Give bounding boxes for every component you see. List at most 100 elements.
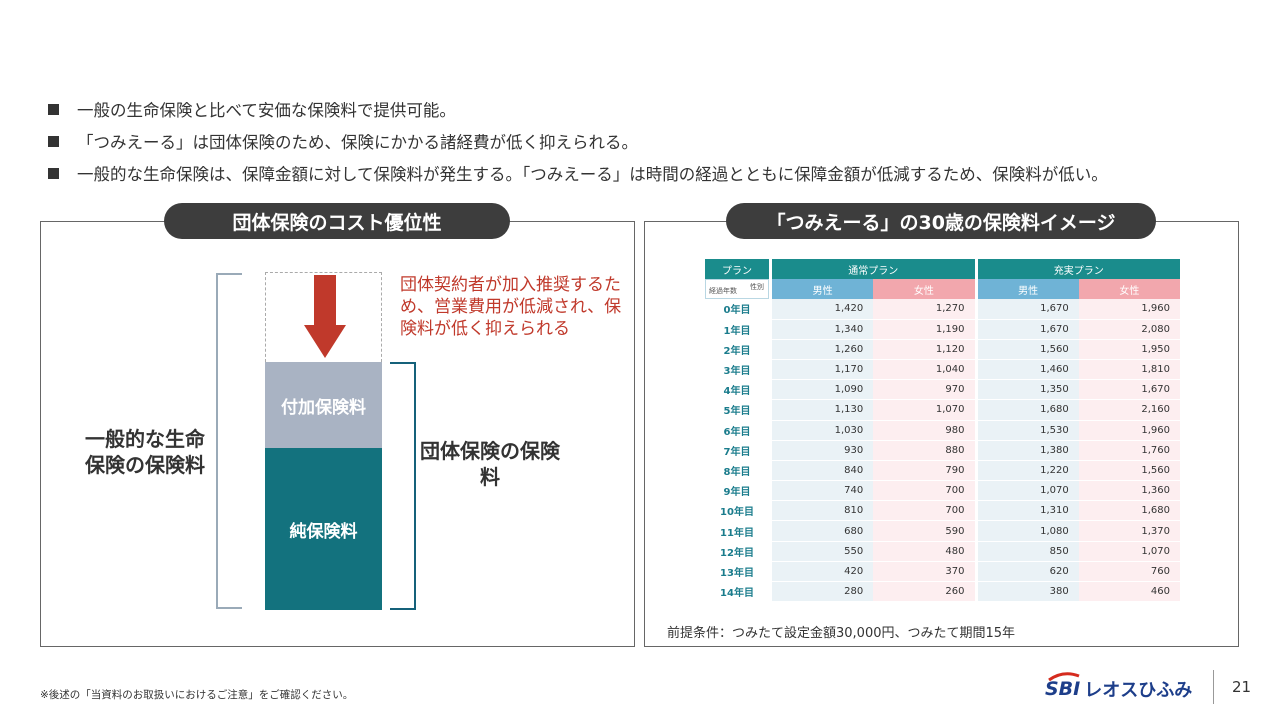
premium-cell: 1,340 xyxy=(772,319,874,340)
year-cell: 1年目 xyxy=(705,319,769,340)
column-gap xyxy=(769,501,772,522)
table-row: 10年目 810 700 1,310 1,680 xyxy=(705,501,1180,522)
company-logo: SBI レオスひふみ xyxy=(1045,672,1193,702)
premium-cell: 280 xyxy=(772,582,874,603)
premium-cell: 420 xyxy=(772,561,874,582)
column-gap xyxy=(769,319,772,340)
column-gap xyxy=(769,359,772,381)
premium-cell: 1,190 xyxy=(873,319,975,340)
column-gap xyxy=(974,501,978,522)
year-cell: 10年目 xyxy=(705,501,769,522)
premium-cell: 1,260 xyxy=(772,339,874,360)
table-row: 12年目 550 480 850 1,070 xyxy=(705,541,1180,562)
square-bullet-icon xyxy=(48,135,59,147)
premium-cell: 700 xyxy=(873,501,975,522)
premium-cell: 1,090 xyxy=(772,380,874,401)
premium-cell: 1,380 xyxy=(977,440,1079,461)
premium-cell: 550 xyxy=(772,541,874,562)
premium-cell: 930 xyxy=(772,440,874,461)
premium-cell: 740 xyxy=(772,481,874,502)
group-premium-bracket xyxy=(390,362,416,610)
column-gap xyxy=(769,582,772,603)
additional-premium-segment: 付加保険料 xyxy=(265,362,382,448)
premium-cell: 1,960 xyxy=(1078,420,1180,441)
column-gap xyxy=(769,339,772,360)
column-gap xyxy=(974,440,978,461)
premium-cell: 790 xyxy=(873,460,975,482)
cost-advantage-title: 団体保険のコスト優位性 xyxy=(164,203,510,239)
premium-cell: 760 xyxy=(1078,561,1180,582)
sex-header: 男性 xyxy=(772,279,874,300)
year-cell: 6年目 xyxy=(705,420,769,441)
year-cell: 12年目 xyxy=(705,541,769,562)
premium-cell: 590 xyxy=(873,521,975,542)
premium-cell: 1,360 xyxy=(1078,481,1180,502)
column-gap xyxy=(974,359,978,381)
year-cell: 3年目 xyxy=(705,359,769,381)
premium-cell: 1,670 xyxy=(1078,380,1180,401)
table-row: 3年目 1,170 1,040 1,460 1,810 xyxy=(705,359,1180,381)
premium-cell: 480 xyxy=(873,541,975,562)
premium-cell: 1,120 xyxy=(873,339,975,360)
premium-cell: 1,030 xyxy=(772,420,874,441)
premium-cell: 1,950 xyxy=(1078,339,1180,360)
table-row: 1年目 1,340 1,190 1,670 2,080 xyxy=(705,319,1180,340)
table-row: 14年目 280 260 380 460 xyxy=(705,582,1180,603)
column-gap xyxy=(769,541,772,562)
premium-cell: 2,080 xyxy=(1078,319,1180,340)
premium-cell: 1,530 xyxy=(977,420,1079,441)
premium-cell: 810 xyxy=(772,501,874,522)
column-gap xyxy=(769,521,772,542)
premium-cell: 1,070 xyxy=(873,400,975,421)
column-gap xyxy=(974,521,978,542)
column-gap xyxy=(974,481,978,502)
sex-header: 女性 xyxy=(1078,279,1180,300)
premium-cell: 1,560 xyxy=(1078,460,1180,482)
premium-cell: 1,170 xyxy=(772,359,874,381)
sex-header: 女性 xyxy=(873,279,975,300)
year-cell: 0年目 xyxy=(705,299,769,320)
year-cell: 2年目 xyxy=(705,339,769,360)
plan-name: 充実プラン xyxy=(977,259,1180,280)
table-row: 13年目 420 370 620 760 xyxy=(705,561,1180,582)
premium-cell: 1,760 xyxy=(1078,440,1180,461)
square-bullet-icon xyxy=(48,167,59,179)
table-corner: 性別 経過年数 xyxy=(705,279,769,300)
premium-cell: 1,670 xyxy=(977,299,1079,320)
general-premium-label: 一般的な生命保険の保険料 xyxy=(85,427,205,477)
table-row: 8年目 840 790 1,220 1,560 xyxy=(705,460,1180,482)
premium-cell: 1,350 xyxy=(977,380,1079,401)
year-cell: 9年目 xyxy=(705,481,769,502)
column-gap xyxy=(974,400,978,421)
premium-cell: 700 xyxy=(873,481,975,502)
premium-cell: 1,960 xyxy=(1078,299,1180,320)
premium-cell: 1,370 xyxy=(1078,521,1180,542)
premium-cell: 840 xyxy=(772,460,874,482)
column-gap xyxy=(769,481,772,502)
table-row: 5年目 1,130 1,070 1,680 2,160 xyxy=(705,400,1180,421)
logo-brand: レオスひふみ xyxy=(1084,680,1193,701)
column-gap xyxy=(769,299,772,320)
premium-cell: 1,680 xyxy=(977,400,1079,421)
premise-condition: 前提条件：つみたて設定金額30,000円、つみたて期間15年 xyxy=(667,626,1016,641)
year-cell: 11年目 xyxy=(705,521,769,542)
premium-cell: 1,680 xyxy=(1078,501,1180,522)
premium-cell: 1,080 xyxy=(977,521,1079,542)
column-gap xyxy=(974,541,978,562)
column-gap xyxy=(769,440,772,461)
column-gap xyxy=(974,299,978,320)
premium-cell: 680 xyxy=(772,521,874,542)
footnote: ※後述の「当資料のお取扱いにおけるご注意」をご確認ください。 xyxy=(40,689,354,701)
sex-header: 男性 xyxy=(977,279,1079,300)
plan-name: 通常プラン xyxy=(772,259,975,280)
column-gap xyxy=(974,460,978,482)
premium-cell: 1,310 xyxy=(977,501,1079,522)
down-arrow-icon xyxy=(304,275,346,358)
table-row: 9年目 740 700 1,070 1,360 xyxy=(705,481,1180,502)
premium-cell: 1,130 xyxy=(772,400,874,421)
year-cell: 14年目 xyxy=(705,582,769,603)
year-cell: 7年目 xyxy=(705,440,769,461)
premium-cell: 1,040 xyxy=(873,359,975,381)
premium-cell: 1,270 xyxy=(873,299,975,320)
column-gap xyxy=(769,460,772,482)
